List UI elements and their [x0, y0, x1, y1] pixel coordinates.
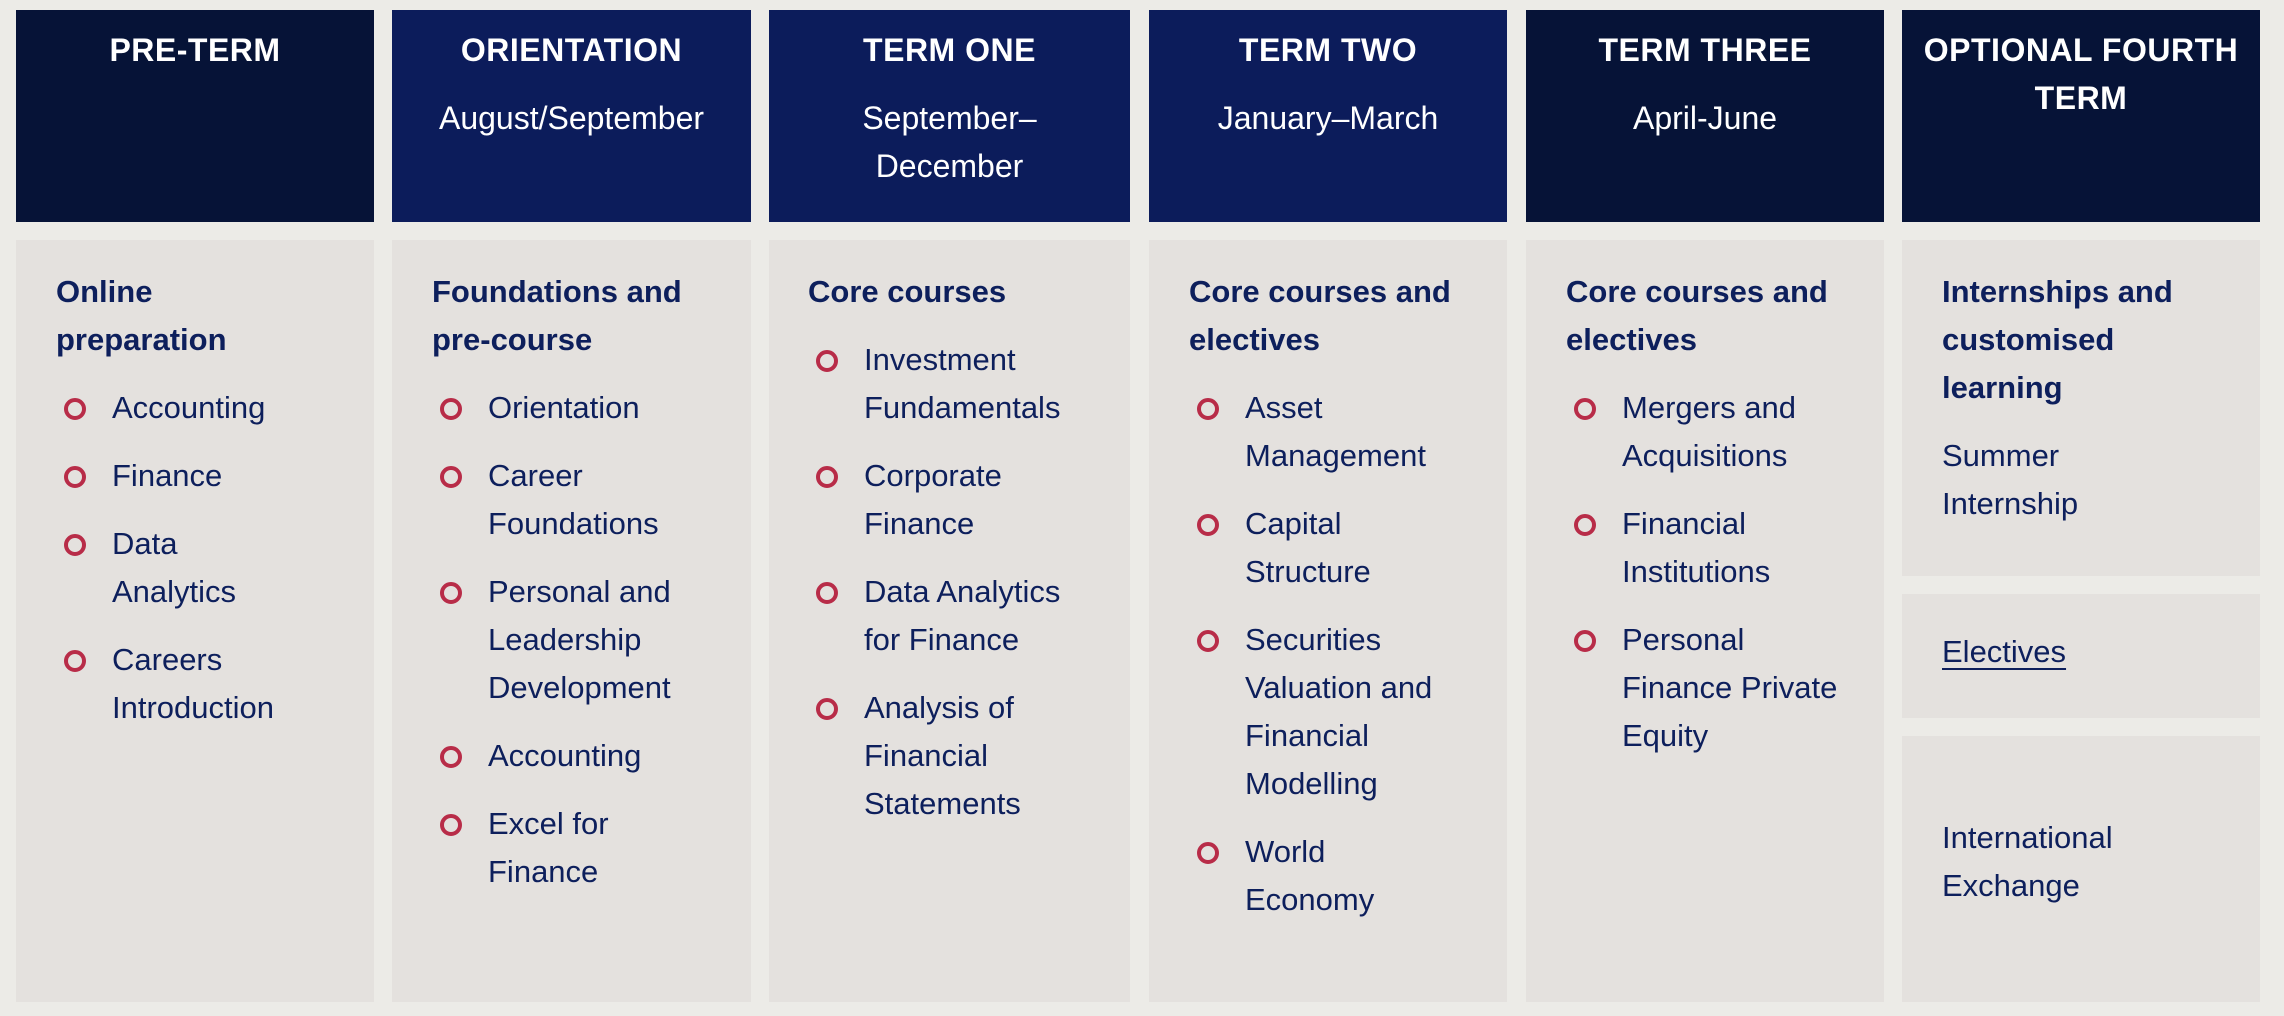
- panel-international-exchange: International Exchange: [1902, 736, 2260, 1002]
- panel-term-three: Core courses and electives Mergers and A…: [1526, 240, 1884, 1002]
- course-list: Investment Fundamentals Corporate Financ…: [808, 336, 1114, 828]
- header-dates: September–December: [862, 100, 1037, 184]
- column-term-one: TERM ONE September–December Core courses…: [769, 10, 1130, 1002]
- list-item: Personal Finance Private Equity: [1566, 616, 1852, 760]
- column-optional-fourth-term: OPTIONAL FOURTH TERM Internships and cus…: [1902, 10, 2260, 1002]
- header-title: TERM THREE: [1598, 32, 1812, 68]
- header-orientation: ORIENTATION August/September: [392, 10, 751, 222]
- header-optional-fourth-term: OPTIONAL FOURTH TERM: [1902, 10, 2260, 222]
- header-term-two: TERM TWO January–March: [1149, 10, 1507, 222]
- list-item: Mergers and Acquisitions: [1566, 384, 1832, 480]
- column-orientation: ORIENTATION August/September Foundations…: [392, 10, 751, 1002]
- course-list: Mergers and Acquisitions Financial Insti…: [1566, 384, 1868, 760]
- list-item: Personal and Leadership Development: [432, 568, 718, 712]
- header-title: OPTIONAL FOURTH TERM: [1923, 32, 2239, 116]
- column-term-three: TERM THREE April-June Core courses and e…: [1526, 10, 1884, 1002]
- header-title: ORIENTATION: [460, 32, 683, 68]
- course-list: Orientation Career Foundations Personal …: [432, 384, 735, 896]
- panel-orientation: Foundations and pre-course Orientation C…: [392, 240, 751, 1002]
- panel-electives: Electives: [1902, 594, 2260, 718]
- header-pre-term: PRE-TERM: [16, 10, 374, 222]
- list-item: Careers Introduction: [56, 636, 312, 732]
- header-term-one: TERM ONE September–December: [769, 10, 1130, 222]
- header-title: TERM ONE: [863, 32, 1036, 68]
- panel-term-one: Core courses Investment Fundamentals Cor…: [769, 240, 1130, 1002]
- column-pre-term: PRE-TERM Online preparation Accounting F…: [16, 10, 374, 1002]
- panel-text: International Exchange: [1942, 820, 2113, 903]
- panel-title: Online preparation: [56, 274, 227, 357]
- electives-link[interactable]: Electives: [1942, 634, 2067, 669]
- panel-title: Core courses and electives: [1566, 274, 1828, 357]
- list-item: Financial Institutions: [1566, 500, 1822, 596]
- list-item: Excel for Finance: [432, 800, 658, 896]
- panel-title: Core courses and electives: [1189, 274, 1451, 357]
- list-item: Data Analytics: [56, 520, 262, 616]
- list-item: Accounting: [432, 732, 735, 780]
- list-item: Orientation: [432, 384, 735, 432]
- list-item: Finance: [56, 452, 350, 500]
- list-item: Data Analytics for Finance: [808, 568, 1104, 664]
- list-item: Corporate Finance: [808, 452, 1044, 548]
- list-item: World Economy: [1189, 828, 1405, 924]
- panel-pre-term: Online preparation Accounting Finance Da…: [16, 240, 374, 1002]
- list-item: Investment Fundamentals: [808, 336, 1104, 432]
- header-dates: April-June: [1632, 100, 1778, 136]
- course-list: Asset Management Capital Structure Secur…: [1189, 384, 1491, 924]
- list-item: Accounting: [56, 384, 350, 432]
- list-item: Career Foundations: [432, 452, 688, 548]
- panel-text: Summer Internship: [1942, 438, 2079, 521]
- header-dates: August/September: [438, 100, 705, 136]
- panel-internships: Internships and customised learning Summ…: [1902, 240, 2260, 576]
- list-item: Asset Management: [1189, 384, 1465, 480]
- list-item: Securities Valuation and Financial Model…: [1189, 616, 1475, 808]
- panel-title: Internships and customised learning: [1942, 274, 2173, 405]
- column-term-two: TERM TWO January–March Core courses and …: [1149, 10, 1507, 1002]
- panel-title: Core courses: [808, 274, 1007, 309]
- header-term-three: TERM THREE April-June: [1526, 10, 1884, 222]
- panel-term-two: Core courses and electives Asset Managem…: [1149, 240, 1507, 1002]
- panel-title: Foundations and pre-course: [432, 274, 682, 357]
- header-dates: January–March: [1217, 100, 1439, 136]
- header-title: PRE-TERM: [109, 32, 281, 68]
- list-item: Capital Structure: [1189, 500, 1405, 596]
- list-item: Analysis of Financial Statements: [808, 684, 1064, 828]
- course-list: Accounting Finance Data Analytics Career…: [56, 384, 350, 732]
- header-title: TERM TWO: [1238, 32, 1418, 68]
